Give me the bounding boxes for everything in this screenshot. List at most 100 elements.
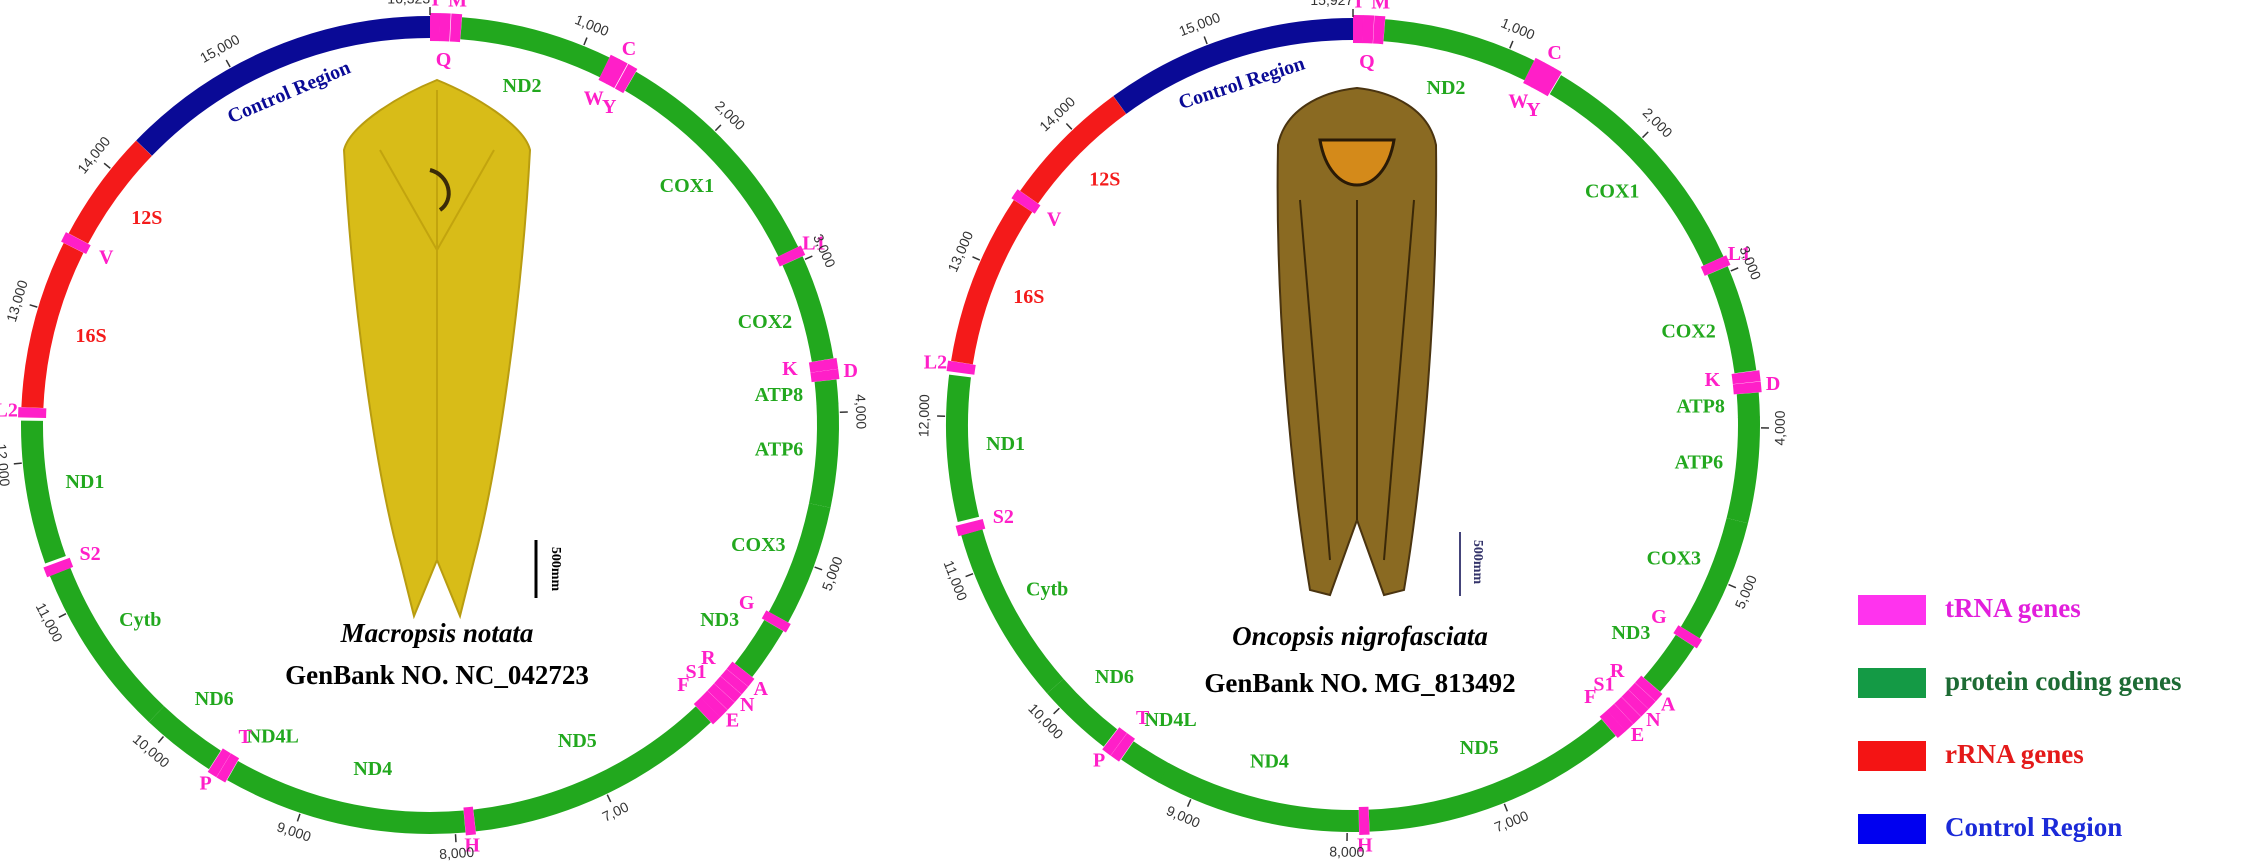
gene-arc: [1121, 741, 1170, 783]
tick-label: 4,000: [853, 394, 870, 430]
tick-mark: [1065, 123, 1073, 130]
tick-mark: [814, 566, 823, 571]
gene-label: A: [754, 678, 769, 700]
gene-arc: [606, 58, 628, 89]
gene-arc: [814, 379, 839, 405]
gene-arc: [782, 256, 834, 362]
gene-arc: [1599, 710, 1626, 739]
gene-label: ND4: [353, 758, 392, 780]
tick-label: 7,000: [1492, 807, 1531, 835]
gene-arc: [761, 610, 791, 633]
scale-bar: 500mm: [1459, 532, 1485, 596]
gene-label: D: [1766, 373, 1780, 395]
gene-arc: [1606, 703, 1634, 732]
tick-mark: [296, 813, 301, 822]
gene-arc: [693, 697, 721, 725]
gene-arc: [775, 245, 806, 267]
gene-arc: [1539, 66, 1562, 97]
gene-arc: [1011, 189, 1041, 214]
gene-arc: [1531, 62, 1554, 92]
gene-label: T: [239, 726, 253, 748]
insect-photo: [1276, 86, 1438, 597]
gene-label: N: [740, 694, 755, 716]
gene-label: S1: [686, 661, 707, 683]
gene-arc: [1628, 682, 1656, 710]
tick-mark: [29, 304, 38, 308]
tick-mark: [1186, 799, 1192, 808]
gene-label: F: [677, 674, 689, 696]
gene-arc: [148, 706, 221, 770]
tick-label: 15,000: [1177, 9, 1223, 39]
tick-label: 1,000: [573, 11, 612, 39]
gene-arc: [1643, 634, 1695, 692]
gene-arc: [714, 676, 742, 703]
gene-label: N: [1646, 709, 1661, 731]
gene-arc: [1372, 15, 1386, 45]
gene-arc: [1731, 370, 1761, 385]
tick-mark: [804, 255, 813, 260]
gene-arc: [1368, 719, 1616, 832]
gene-label: ND1: [986, 433, 1025, 455]
tick-label: 11,000: [941, 558, 971, 603]
gene-label: COX1: [660, 175, 714, 197]
tick-label: 16,323: [387, 0, 430, 6]
gene-arc: [1383, 19, 1535, 81]
gene-arc: [49, 567, 165, 723]
gene-label: ATP8: [755, 384, 804, 406]
tick-label: 11,000: [33, 600, 67, 645]
gene-label: COX2: [1661, 321, 1715, 343]
tick-mark: [714, 124, 722, 132]
gene-label: S1: [1593, 673, 1614, 695]
gene-label: ATP6: [1675, 451, 1724, 473]
tick-label: 14,000: [74, 133, 113, 177]
tick-mark: [583, 37, 588, 46]
tick-mark: [1503, 803, 1509, 812]
tick-label: 15,927: [1310, 0, 1353, 8]
gene-arc: [227, 760, 275, 800]
legend-label: rRNA genes: [1945, 739, 2084, 769]
gene-arc: [625, 71, 799, 257]
gene-label: K: [1705, 369, 1721, 391]
gene-label: G: [739, 592, 755, 614]
tick-mark: [13, 462, 22, 465]
gene-label: I: [431, 0, 439, 11]
gene-label: C: [622, 38, 636, 60]
gene-arc: [1673, 625, 1703, 649]
gene-label: L1: [802, 233, 825, 255]
gene-label: Q: [1359, 51, 1375, 73]
gene-arc: [1707, 266, 1757, 374]
gene-label: Q: [436, 49, 452, 71]
gene-label: S2: [80, 543, 101, 565]
gene-arc: [726, 661, 755, 687]
gene-label: L2: [0, 399, 18, 421]
gene-arc: [1700, 255, 1731, 276]
genbank-label: GenBank NO. NC_042723: [285, 660, 589, 690]
gene-label: D: [844, 360, 858, 382]
gene-arc: [946, 374, 980, 523]
gene-label: W: [584, 88, 604, 110]
gene-arc: [808, 357, 839, 373]
gene-label: COX1: [1585, 180, 1639, 202]
legend-swatch: [1858, 595, 1926, 625]
tick-mark: [157, 736, 165, 744]
tick-mark: [1203, 36, 1208, 45]
gene-arc: [1549, 75, 1724, 266]
gene-arc: [1102, 727, 1128, 756]
gene-arc: [768, 503, 831, 623]
gene-label: ND2: [1427, 77, 1466, 99]
gene-arc: [1635, 675, 1663, 702]
tick-mark: [103, 162, 111, 169]
tick-mark: [1053, 707, 1060, 715]
gene-arc: [449, 13, 463, 43]
gene-label: E: [1631, 724, 1644, 746]
gene-arc: [614, 63, 638, 94]
gene-arc: [1523, 57, 1545, 88]
gene-arc: [1736, 392, 1760, 418]
gene-label: V: [1047, 208, 1062, 230]
insect-photo: [342, 78, 532, 620]
gene-label: L2: [924, 352, 947, 374]
gene-arc: [808, 402, 839, 508]
gene-arc: [1047, 678, 1118, 747]
tick-label: 9,000: [1164, 802, 1203, 831]
legend-label: protein coding genes: [1945, 666, 2182, 696]
